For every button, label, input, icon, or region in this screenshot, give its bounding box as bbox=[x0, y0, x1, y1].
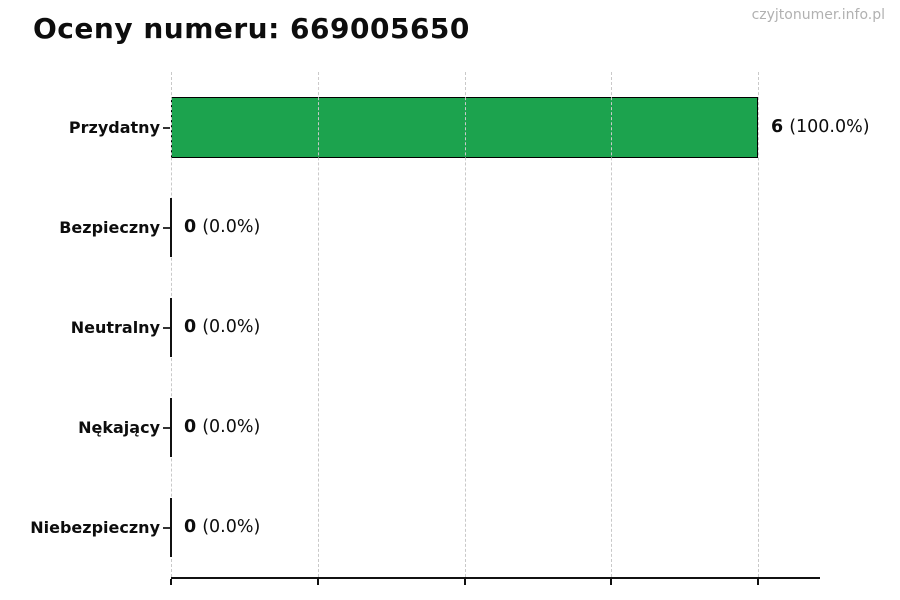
y-axis-tick bbox=[163, 426, 170, 429]
category-label: Przydatny bbox=[68, 117, 160, 137]
category-label: Nękający bbox=[78, 417, 160, 437]
watermark-text: czyjtonumer.info.pl bbox=[751, 7, 885, 23]
value-count: 0 bbox=[184, 217, 197, 237]
y-axis-tick bbox=[163, 226, 170, 229]
x-axis-tick bbox=[463, 579, 466, 585]
bar-row-przydatny: Przydatny 6 (100.0%) bbox=[0, 96, 900, 158]
gridline bbox=[464, 72, 466, 577]
x-axis-tick bbox=[316, 579, 319, 585]
gridline bbox=[611, 72, 613, 577]
value-percent: (0.0%) bbox=[202, 317, 261, 337]
value-count: 0 bbox=[184, 417, 197, 437]
y-axis-tick bbox=[163, 526, 170, 529]
bar-row-nekajacy: Nękający 0 (0.0%) bbox=[0, 397, 900, 458]
x-axis-tick bbox=[757, 579, 759, 585]
value-percent: (0.0%) bbox=[202, 517, 261, 537]
x-axis-tick bbox=[610, 579, 613, 585]
value-count: 6 bbox=[771, 117, 784, 137]
x-axis-tick bbox=[170, 579, 172, 585]
zero-bar-edge bbox=[170, 497, 172, 557]
x-axis-line bbox=[171, 577, 820, 579]
zero-bar-edge bbox=[170, 197, 172, 257]
value-count: 0 bbox=[184, 517, 197, 537]
gridline bbox=[758, 72, 759, 577]
category-label: Neutralny bbox=[70, 317, 160, 337]
value-label: 0 (0.0%) bbox=[184, 397, 260, 458]
category-label: Bezpieczny bbox=[59, 217, 160, 237]
y-axis-tick bbox=[163, 326, 170, 329]
value-percent: (0.0%) bbox=[202, 417, 261, 437]
value-label: 6 (100.0%) bbox=[771, 97, 870, 158]
value-label: 0 (0.0%) bbox=[184, 297, 260, 358]
gridline bbox=[317, 72, 319, 577]
bar-row-bezpieczny: Bezpieczny 0 (0.0%) bbox=[0, 197, 900, 258]
y-axis-tick bbox=[163, 126, 170, 129]
zero-bar-edge bbox=[170, 397, 172, 457]
value-count: 0 bbox=[184, 317, 197, 337]
value-percent: (0.0%) bbox=[202, 217, 261, 237]
bar-row-niebezpieczny: Niebezpieczny 0 (0.0%) bbox=[0, 497, 900, 558]
value-percent: (100.0%) bbox=[789, 117, 870, 137]
bar-row-neutralny: Neutralny 0 (0.0%) bbox=[0, 297, 900, 358]
chart-title: Oceny numeru: 669005650 bbox=[33, 12, 470, 45]
value-label: 0 (0.0%) bbox=[184, 497, 260, 558]
value-label: 0 (0.0%) bbox=[184, 197, 260, 258]
zero-bar-edge bbox=[170, 297, 172, 357]
category-label: Niebezpieczny bbox=[30, 517, 160, 537]
